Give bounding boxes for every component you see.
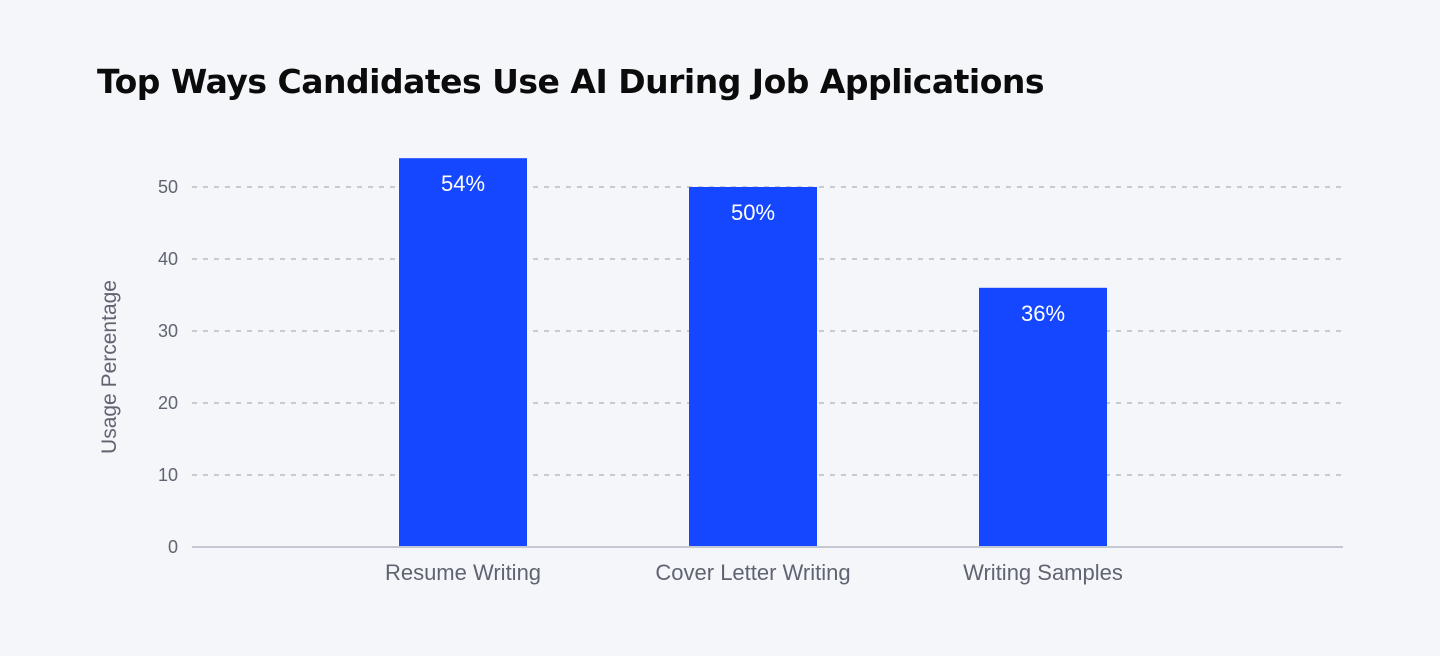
y-tick-label: 20 [158, 393, 178, 413]
x-category-label: Resume Writing [385, 560, 541, 585]
y-tick-label: 40 [158, 249, 178, 269]
bar [979, 287, 1107, 547]
bar-value-label: 54% [441, 171, 485, 196]
y-axis-label: Usage Percentage [98, 280, 121, 454]
y-tick-label: 30 [158, 321, 178, 341]
bar-value-label: 50% [731, 200, 775, 225]
y-axis-ticks: 0 10 20 30 40 50 [158, 177, 178, 557]
bar-value-label: 36% [1021, 301, 1065, 326]
y-tick-label: 10 [158, 465, 178, 485]
chart-title: Top Ways Candidates Use AI During Job Ap… [97, 62, 1045, 101]
x-category-label: Cover Letter Writing [655, 560, 850, 585]
bar [399, 158, 527, 547]
y-tick-label: 50 [158, 177, 178, 197]
bars: 54% 50% 36% [399, 158, 1107, 547]
x-axis-categories: Resume Writing Cover Letter Writing Writin… [385, 560, 1123, 585]
y-tick-label: 0 [168, 537, 178, 557]
bar [689, 187, 817, 547]
x-category-label: Writing Samples [963, 560, 1123, 585]
